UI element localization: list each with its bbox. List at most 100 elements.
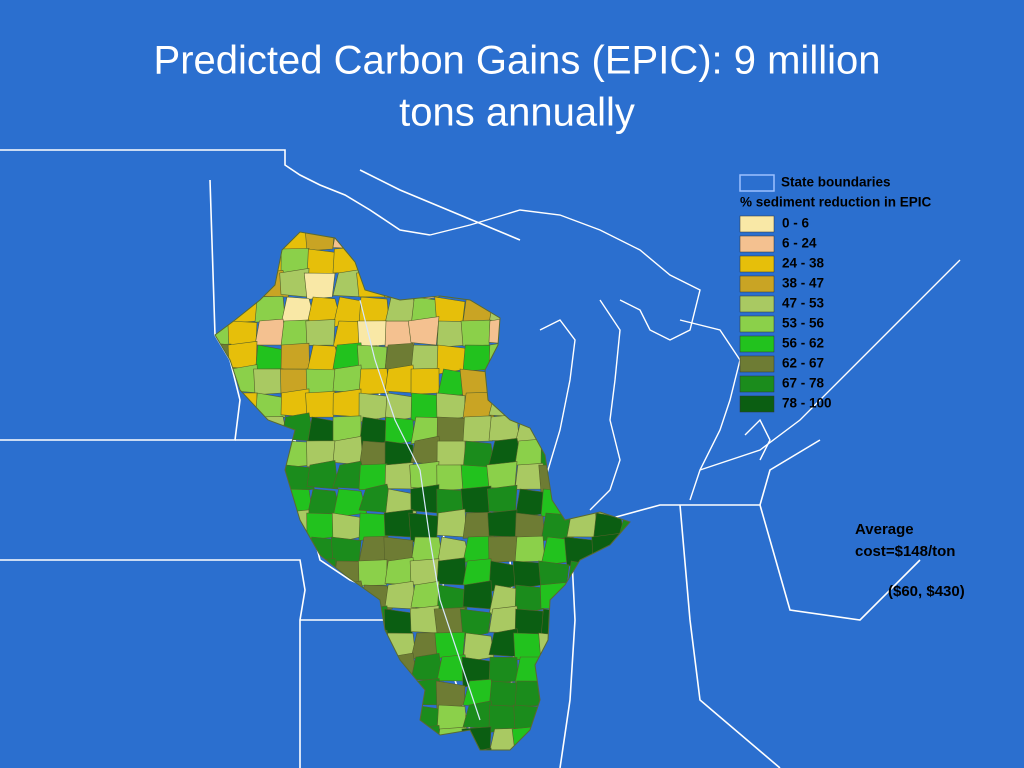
watershed (436, 508, 467, 538)
watershed (278, 509, 310, 538)
watershed (460, 271, 492, 299)
watershed (332, 580, 368, 610)
watershed (566, 463, 602, 491)
watershed (592, 656, 625, 686)
watershed (514, 656, 549, 684)
legend-swatch (739, 215, 775, 233)
watershed (563, 653, 596, 682)
watershed (436, 248, 469, 276)
title-line: tons annually (399, 91, 635, 135)
watershed (228, 232, 259, 252)
watershed (488, 296, 523, 324)
watershed (436, 464, 466, 492)
watershed (462, 247, 492, 274)
watershed (410, 232, 441, 256)
watershed (306, 608, 342, 637)
watershed (228, 728, 260, 750)
watershed (618, 363, 630, 394)
watershed (228, 296, 259, 324)
watershed (618, 632, 630, 663)
watershed (305, 390, 336, 418)
watershed (358, 232, 390, 250)
watershed (384, 703, 419, 731)
watershed (333, 753, 367, 768)
watershed (329, 608, 362, 637)
watershed (280, 704, 314, 736)
watershed (514, 363, 550, 394)
annotation-range: ($60, $430) (888, 583, 965, 600)
watershed (226, 558, 258, 586)
watershed (304, 232, 336, 252)
watershed (564, 248, 596, 281)
watershed (358, 559, 388, 587)
watershed (306, 460, 339, 490)
watershed (215, 632, 232, 662)
watershed (538, 464, 570, 493)
watershed (410, 725, 443, 750)
watershed (460, 319, 492, 347)
watershed (566, 485, 600, 514)
watershed (618, 440, 630, 473)
watershed (618, 462, 630, 490)
watershed (540, 654, 576, 682)
watershed (540, 747, 576, 750)
watershed (306, 632, 341, 662)
watershed (592, 232, 624, 250)
watershed (514, 296, 550, 326)
watershed (538, 677, 570, 706)
legend-label: 56 - 62 (782, 336, 824, 351)
watershed (254, 728, 288, 750)
watershed (566, 560, 600, 592)
watershed (566, 440, 596, 472)
watershed (618, 531, 630, 562)
legend-swatch (739, 395, 775, 413)
watershed (540, 416, 570, 448)
watershed (436, 557, 467, 586)
watershed (357, 320, 388, 348)
watershed (305, 749, 336, 750)
watershed (514, 680, 546, 708)
watershed (254, 533, 284, 562)
watershed (279, 676, 310, 706)
watershed (460, 485, 492, 514)
watershed (592, 365, 625, 394)
watershed (616, 343, 630, 370)
watershed (203, 753, 231, 768)
watershed (215, 484, 232, 514)
watershed (306, 558, 338, 586)
watershed (488, 232, 519, 250)
watershed (462, 344, 494, 372)
watershed (215, 511, 232, 539)
watershed (306, 581, 338, 610)
watershed (514, 248, 544, 280)
watershed (618, 557, 630, 586)
boundary-swatch (739, 174, 775, 192)
watershed (228, 464, 260, 495)
watershed (303, 272, 336, 300)
watershed (459, 608, 492, 640)
watershed (215, 678, 237, 706)
legend-heading: % sediment reduction in EPIC (740, 195, 932, 210)
watershed (487, 749, 518, 750)
watershed (228, 656, 260, 688)
watershed (462, 415, 493, 443)
legend-swatch (739, 315, 775, 333)
watershed (409, 558, 440, 586)
watershed (384, 248, 419, 279)
legend: State boundaries % sediment reduction in… (739, 174, 932, 413)
watershed (540, 364, 573, 394)
watershed (254, 605, 289, 634)
watershed (566, 293, 599, 322)
watershed (254, 415, 289, 443)
legend-label: 47 - 53 (782, 296, 825, 311)
watershed (540, 318, 572, 346)
watershed (488, 414, 520, 442)
watershed (332, 704, 369, 733)
legend-label: 38 - 47 (782, 276, 824, 291)
watershed (254, 488, 288, 520)
legend-label: State boundaries (781, 175, 891, 190)
watershed (488, 248, 519, 278)
watershed (565, 753, 595, 768)
watershed (280, 342, 310, 370)
watershed (591, 680, 622, 711)
